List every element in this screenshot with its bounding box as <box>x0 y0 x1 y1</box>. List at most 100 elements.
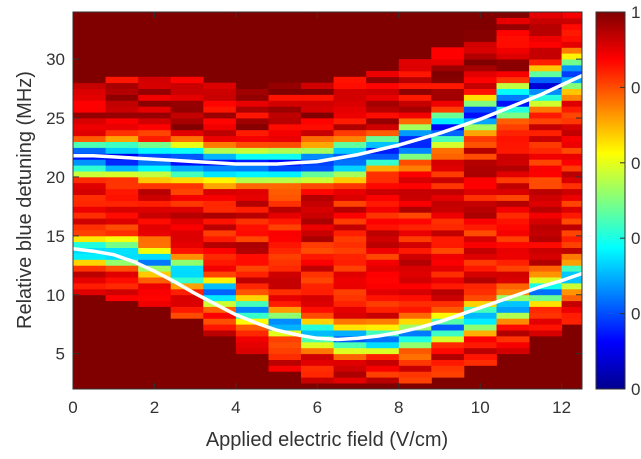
heatmap-cell <box>561 247 582 254</box>
heatmap-cell <box>105 118 139 125</box>
heatmap-cell <box>366 347 400 355</box>
heatmap-cell <box>463 318 497 325</box>
heatmap-cell <box>301 188 334 195</box>
heatmap-cell <box>561 17 582 25</box>
heatmap-cell <box>561 212 582 219</box>
heatmap-cell <box>496 76 530 84</box>
heatmap-cell <box>73 76 106 84</box>
heatmap-cell <box>203 153 237 160</box>
heatmap-cell <box>561 300 582 307</box>
heatmap-cell <box>73 277 106 284</box>
heatmap-cell <box>529 330 563 337</box>
heatmap-cell <box>431 353 465 360</box>
heatmap-cell <box>561 135 582 142</box>
y-tick-label: 30 <box>46 50 65 69</box>
heatmap-cell <box>529 118 563 125</box>
heatmap-cell <box>366 165 400 172</box>
heatmap-cell <box>463 271 497 278</box>
y-axis: 5 10 15 20 25 30 <box>46 50 582 364</box>
heatmap-cell <box>333 330 367 337</box>
heatmap-cell <box>398 159 432 166</box>
heatmap-cell <box>561 206 582 213</box>
heatmap-cell <box>463 94 497 101</box>
heatmap-cell <box>366 324 400 331</box>
heatmap-cell <box>529 253 563 260</box>
heatmap-cell <box>301 324 334 331</box>
heatmap-cell <box>463 82 497 89</box>
heatmap-cell <box>431 294 465 302</box>
heatmap-cell <box>301 112 334 119</box>
heatmap-cell <box>203 241 237 248</box>
heatmap-cell <box>235 288 269 296</box>
heatmap-cell <box>138 165 172 172</box>
heatmap-cell <box>138 94 172 101</box>
heatmap-cell <box>268 188 302 195</box>
heatmap-cell <box>268 277 302 284</box>
heatmap-cell <box>333 123 367 131</box>
upper-fit-curve <box>73 73 582 166</box>
heatmap-cell <box>73 165 106 172</box>
heatmap-cell <box>398 218 432 225</box>
heatmap-cell <box>333 135 367 142</box>
heatmap-cell <box>333 118 367 125</box>
heatmap-cell <box>235 112 269 119</box>
heatmap-cell <box>398 171 432 178</box>
heatmap-cell <box>431 159 465 166</box>
heatmap-cell <box>138 159 172 166</box>
heatmap-cell <box>529 112 563 119</box>
heatmap-cell <box>333 365 367 372</box>
heatmap-cell <box>170 129 204 137</box>
heatmap-cell <box>235 277 269 284</box>
heatmap-cell <box>333 294 367 302</box>
heatmap-cell <box>73 171 106 178</box>
heatmap-cell <box>73 123 106 131</box>
heatmap-cell <box>496 171 530 178</box>
heatmap-cell <box>105 112 139 119</box>
heatmap-cell <box>268 324 302 331</box>
heatmap-cell <box>431 165 465 172</box>
heatmap-cell <box>268 194 302 201</box>
heatmap-cell <box>301 82 334 89</box>
heatmap-cell <box>431 288 465 296</box>
heatmap-cell <box>301 200 334 207</box>
heatmap-cell <box>496 218 530 225</box>
heatmap-cell <box>203 200 237 207</box>
heatmap-cell <box>561 312 582 319</box>
heatmap-cell <box>398 294 432 302</box>
heatmap-cell <box>105 241 139 248</box>
heatmap-cell <box>333 94 367 101</box>
heatmap-cell <box>366 212 400 219</box>
heatmap-cell <box>366 294 400 302</box>
heatmap-cell <box>203 165 237 172</box>
heatmap-cell <box>203 324 237 331</box>
heatmap-cell <box>496 347 530 355</box>
heatmap-cell <box>561 200 582 207</box>
heatmap-cell <box>105 212 139 219</box>
heatmap-cell <box>529 106 563 113</box>
heatmap-cell <box>496 206 530 213</box>
heatmap-cell <box>561 82 582 89</box>
heatmap-cell <box>235 306 269 313</box>
heatmap-cell <box>235 88 269 95</box>
heatmap-cell <box>268 353 302 360</box>
heatmap-cell <box>496 88 530 95</box>
heatmap-cell <box>268 300 302 307</box>
heatmap-cell <box>333 283 367 290</box>
heatmap-cell <box>561 112 582 119</box>
y-tick-label: 25 <box>46 109 65 128</box>
heatmap-cell <box>529 194 563 201</box>
heatmap-cell <box>529 141 563 148</box>
heatmap-cell <box>333 200 367 207</box>
heatmap-cell <box>398 371 432 378</box>
heatmap-cell <box>529 82 563 89</box>
heatmap-cell <box>463 29 497 36</box>
heatmap-cell <box>398 247 432 254</box>
heatmap-cell <box>235 247 269 254</box>
heatmap-cell <box>561 230 582 237</box>
heatmap-cell <box>73 200 106 207</box>
heatmap-cell <box>431 224 465 231</box>
heatmap-cell <box>301 106 334 113</box>
heatmap-cell <box>431 277 465 284</box>
heatmap-cell <box>366 318 400 325</box>
heatmap-cell <box>138 176 172 184</box>
